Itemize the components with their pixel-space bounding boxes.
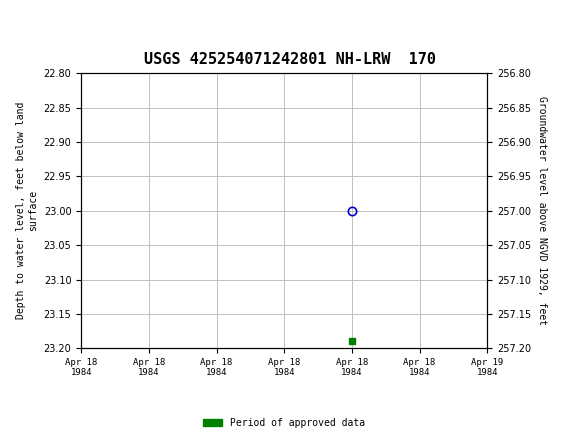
Text: ≡USGS: ≡USGS xyxy=(12,16,78,36)
Y-axis label: Groundwater level above NGVD 1929, feet: Groundwater level above NGVD 1929, feet xyxy=(536,96,546,325)
Y-axis label: Depth to water level, feet below land
surface: Depth to water level, feet below land su… xyxy=(16,102,38,319)
Legend: Period of approved data: Period of approved data xyxy=(199,414,369,430)
Text: USGS 425254071242801 NH-LRW  170: USGS 425254071242801 NH-LRW 170 xyxy=(144,52,436,67)
